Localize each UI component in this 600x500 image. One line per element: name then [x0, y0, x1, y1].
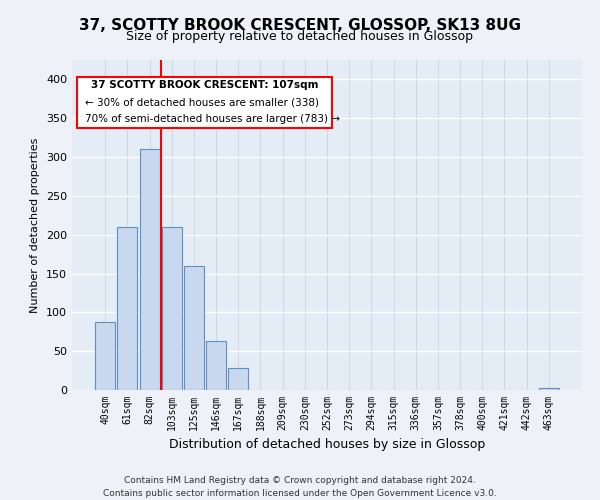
Text: ← 30% of detached houses are smaller (338): ← 30% of detached houses are smaller (33…: [85, 98, 319, 108]
X-axis label: Distribution of detached houses by size in Glossop: Distribution of detached houses by size …: [169, 438, 485, 452]
Text: 37 SCOTTY BROOK CRESCENT: 107sqm: 37 SCOTTY BROOK CRESCENT: 107sqm: [91, 80, 319, 90]
Text: 37, SCOTTY BROOK CRESCENT, GLOSSOP, SK13 8UG: 37, SCOTTY BROOK CRESCENT, GLOSSOP, SK13…: [79, 18, 521, 32]
Bar: [539, 388, 559, 390]
Bar: [184, 266, 204, 390]
Bar: [228, 368, 248, 390]
Bar: [162, 227, 182, 390]
Text: Contains HM Land Registry data © Crown copyright and database right 2024.
Contai: Contains HM Land Registry data © Crown c…: [103, 476, 497, 498]
FancyBboxPatch shape: [77, 76, 332, 128]
Bar: [118, 227, 137, 390]
Text: 70% of semi-detached houses are larger (783) →: 70% of semi-detached houses are larger (…: [85, 114, 340, 124]
Y-axis label: Number of detached properties: Number of detached properties: [31, 138, 40, 312]
Bar: [95, 322, 115, 390]
Bar: [206, 341, 226, 390]
Bar: [140, 150, 160, 390]
Text: Size of property relative to detached houses in Glossop: Size of property relative to detached ho…: [127, 30, 473, 43]
